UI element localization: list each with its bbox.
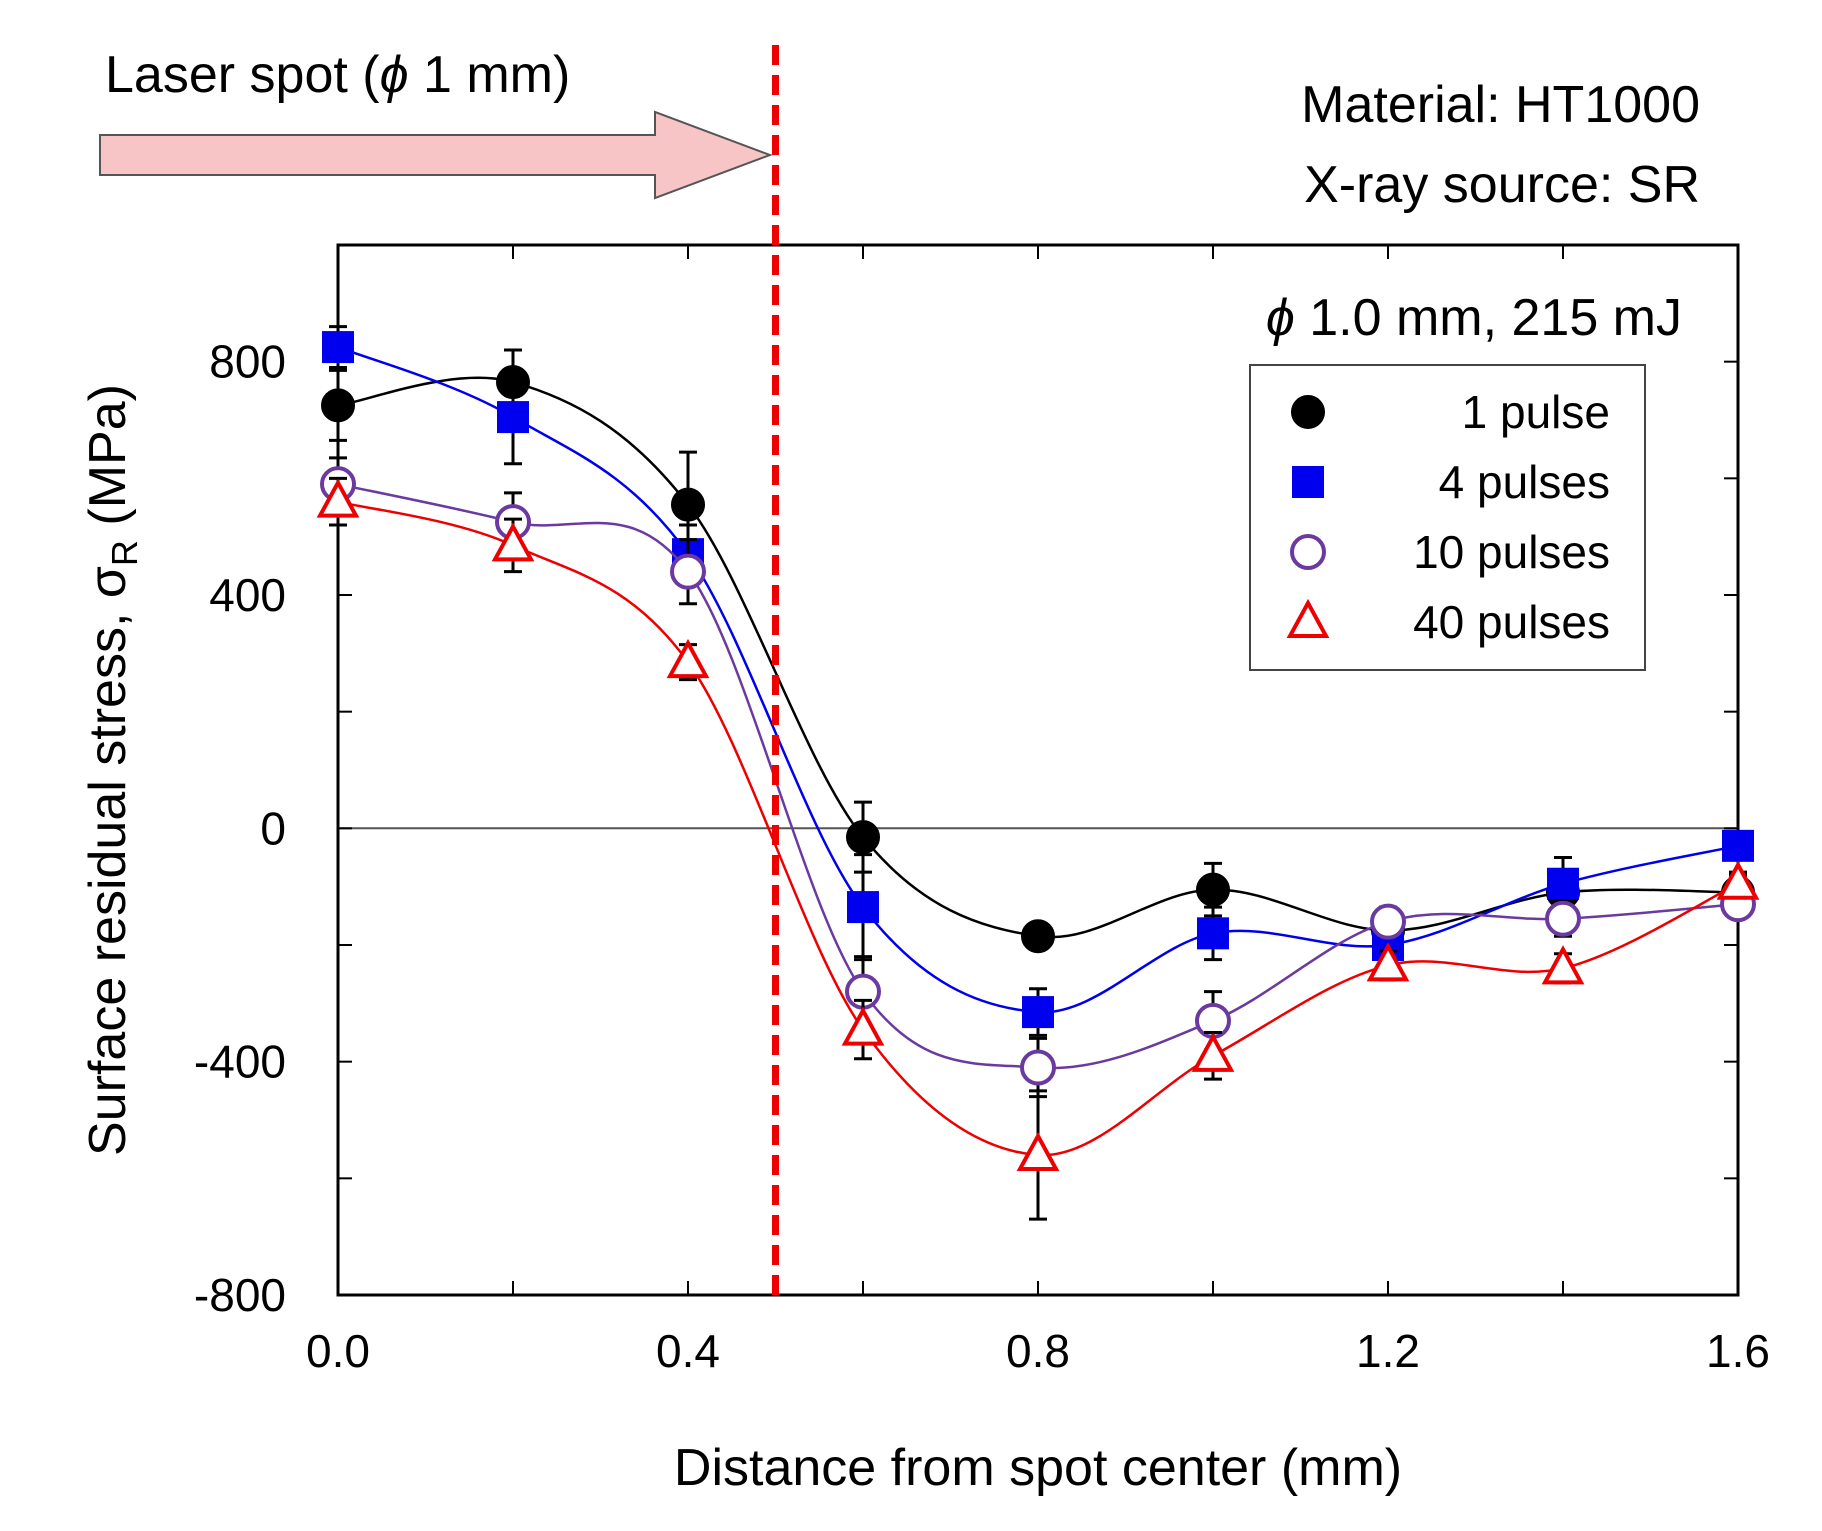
series-40-pulses [316,476,1760,1221]
y-axis-title-main: Surface residual stress, σ [79,566,137,1156]
x-tick-label: 1.6 [1706,1325,1770,1377]
data-point [1541,945,1585,985]
y-axis-title-unit: (MPa) [79,384,137,540]
x-ticks: 0.0 0.4 0.8 1.2 1.6 [306,245,1770,1377]
data-point [497,401,529,434]
data-point [1366,942,1410,982]
y-tick-label: 400 [209,569,286,621]
legend-label: 4 pulses [1439,456,1610,508]
legend-label: 40 pulses [1413,596,1610,648]
data-point [670,553,706,590]
series-line [337,500,1739,1157]
data-point [847,891,879,924]
data-point [1197,917,1229,950]
series-line [337,345,1739,1014]
data-point [321,388,355,423]
data-point [671,487,705,522]
y-tick-label: -800 [194,1269,286,1321]
data-point [491,522,535,562]
xray-source-label: X-ray source: SR [1304,156,1700,214]
material-label: Material: HT1000 [1301,76,1700,134]
legend: 1 pulse 4 pulses 10 pulses 40 pulses [1249,364,1646,671]
legend-label: 10 pulses [1413,526,1610,578]
data-point [1196,872,1230,907]
x-tick-label: 0.4 [656,1325,720,1377]
phi-symbol: ϕ [380,46,409,104]
x-tick-label: 0.8 [1006,1325,1070,1377]
data-point [666,638,710,679]
legend-marker [1286,598,1330,638]
condition-label: ϕ 1.0 mm, 215 mJ [1266,289,1682,347]
y-tick-label: 0 [260,802,286,854]
legend-label: 1 pulse [1462,386,1610,438]
y-axis-title: Surface residual stress, σR (MPa) [79,384,145,1156]
legend-marker [1292,466,1324,498]
series-line [337,376,1739,939]
laser-spot-label: Laser spot (ϕ 1 mm) [105,46,570,104]
condition-text: 1.0 mm, 215 mJ [1295,289,1682,347]
data-point [1722,829,1754,862]
series-line [337,482,1739,1070]
legend-marker [1290,534,1326,570]
x-axis-title: Distance from spot center (mm) [674,1439,1402,1497]
x-tick-label: 1.2 [1356,1325,1420,1377]
condition-phi: ϕ [1266,289,1295,347]
y-tick-label: 800 [209,336,286,388]
y-axis-title-subscript: R [104,540,145,566]
series-10-pulses [320,456,1756,1099]
data-point [841,1006,885,1046]
data-point [1545,900,1581,937]
data-point [322,331,354,364]
data-point [1370,903,1406,940]
data-point [1016,1131,1060,1171]
y-ticks: -800 -400 0 400 800 [194,244,1738,1321]
data-point [1547,867,1579,900]
y-tick-label: -400 [194,1036,286,1088]
data-point [316,478,360,518]
data-point [1021,919,1055,954]
series-layer [316,325,1760,1221]
data-point [1716,860,1760,900]
data-point [1022,996,1054,1029]
data-point [846,820,880,855]
laser-spot-label-prefix: Laser spot ( [105,46,380,104]
x-tick-label: 0.0 [306,1325,370,1377]
data-point [1191,1032,1235,1072]
data-point [1020,1049,1056,1086]
legend-marker [1291,395,1325,429]
laser-spot-arrow [99,110,773,200]
laser-spot-size: 1 mm) [409,46,571,104]
